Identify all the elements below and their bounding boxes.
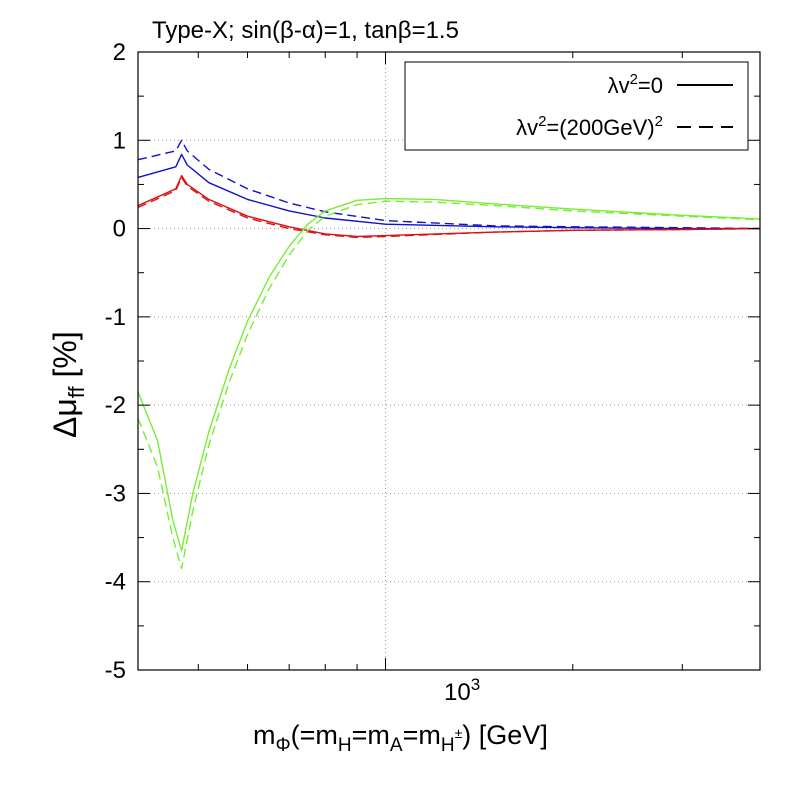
series-curves <box>137 139 761 570</box>
series-line-5 <box>137 200 761 570</box>
legend-box <box>404 61 749 151</box>
y-tick-label: -3 <box>105 480 126 507</box>
series-line-3 <box>137 176 761 239</box>
y-tick-label: 1 <box>113 127 126 154</box>
y-tick-label: -1 <box>105 304 126 331</box>
series-line-2 <box>137 174 761 238</box>
legend-label-solid: λv2=0 <box>608 71 663 98</box>
x-axis-label: mΦ(=mH=mA=mH±) [GeV] <box>253 720 548 756</box>
y-tick-label: -2 <box>105 392 126 419</box>
plot-frame <box>137 51 761 671</box>
chart-title: Type-X; sin(β-α)=1, tanβ=1.5 <box>152 17 459 44</box>
series-line-1 <box>137 139 761 230</box>
y-tick-label: -5 <box>105 657 126 684</box>
y-tick-label: 0 <box>113 216 126 243</box>
series-line-0 <box>137 153 760 230</box>
x-tick-label-1000: 103 <box>444 675 480 706</box>
legend: λv2=0 λv2=(200GeV)2 <box>404 61 749 151</box>
y-axis-label: Δμff [%] <box>47 331 89 438</box>
series-line-4 <box>137 197 761 552</box>
grid <box>138 52 760 670</box>
y-tick-label: 2 <box>113 39 126 66</box>
y-tick-labels: -5 -4 -3 -2 -1 0 1 2 <box>105 39 126 684</box>
legend-label-dashed: λv2=(200GeV)2 <box>516 113 663 140</box>
y-tick-label: -4 <box>105 569 126 596</box>
